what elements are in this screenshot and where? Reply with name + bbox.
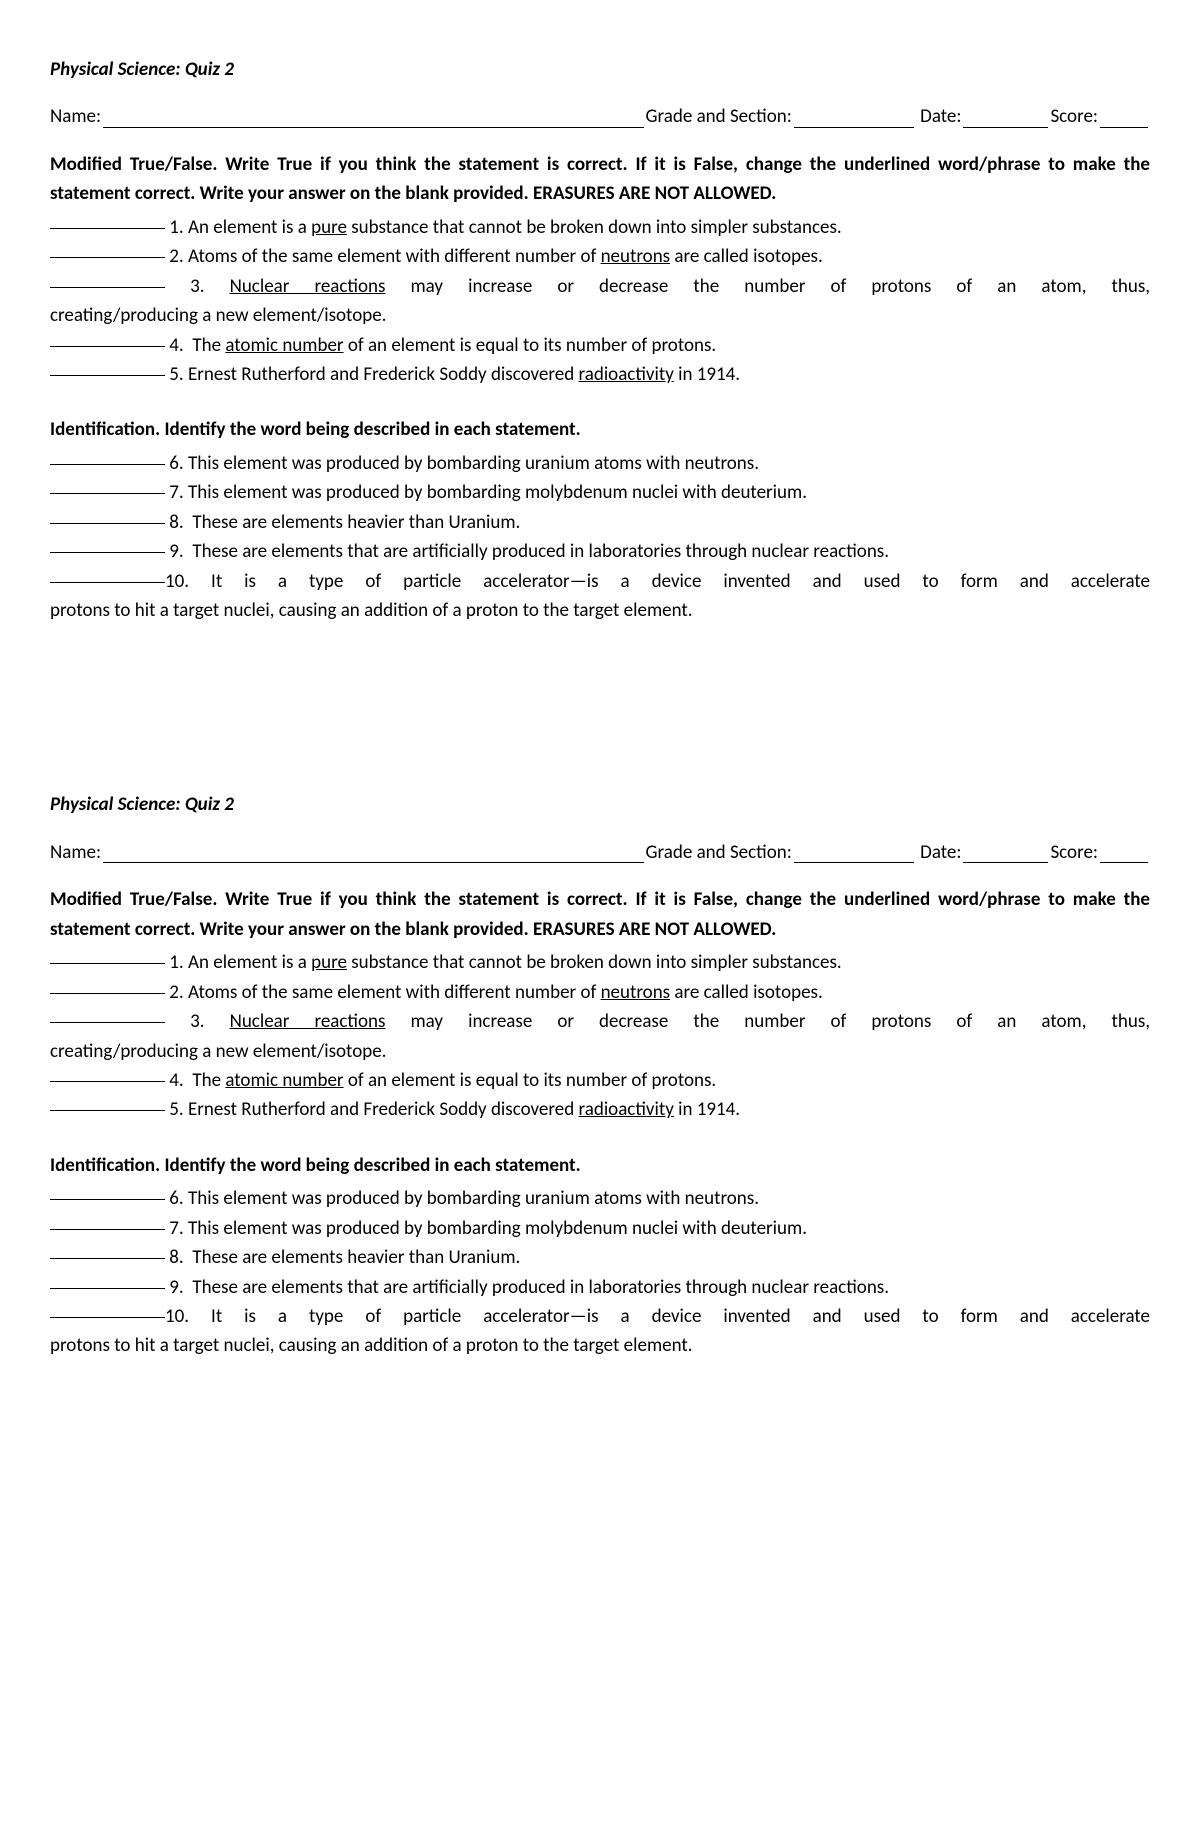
quiz-block-2: Physical Science: Quiz 2 Name: Grade and… — [50, 790, 1150, 1360]
question-10: 10. It is a type of particle accelerator… — [50, 1302, 1150, 1361]
answer-blank[interactable] — [50, 1258, 165, 1259]
question-3: 3. Nuclear reactions may increase or dec… — [50, 1007, 1150, 1066]
name-label: Name: — [50, 102, 101, 131]
id-heading: Identification. Identify the word being … — [50, 415, 1150, 444]
answer-blank[interactable] — [50, 582, 165, 583]
answer-blank[interactable] — [50, 963, 165, 964]
question-2: 2. Atoms of the same element with differ… — [50, 978, 1150, 1007]
header-fields: Name: Grade and Section: Date: Score: — [50, 102, 1150, 131]
tf-instructions: Modified True/False. Write True if you t… — [50, 150, 1150, 209]
question-7: 7. This element was produced by bombardi… — [50, 478, 1150, 507]
question-1: 1. An element is a pure substance that c… — [50, 948, 1150, 977]
answer-blank[interactable] — [50, 257, 165, 258]
grade-blank[interactable] — [794, 834, 914, 863]
question-9: 9. These are elements that are artificia… — [50, 537, 1150, 566]
score-blank[interactable] — [1100, 834, 1148, 863]
score-label: Score: — [1050, 838, 1098, 867]
question-3: 3. Nuclear reactions may increase or dec… — [50, 272, 1150, 331]
name-blank[interactable] — [103, 98, 643, 127]
question-5: 5. Ernest Rutherford and Frederick Soddy… — [50, 1095, 1150, 1124]
quiz-title: Physical Science: Quiz 2 — [50, 55, 1150, 84]
question-8: 8. These are elements heavier than Urani… — [50, 508, 1150, 537]
question-4: 4. The atomic number of an element is eq… — [50, 1066, 1150, 1095]
answer-blank[interactable] — [50, 552, 165, 553]
date-label: Date: — [920, 838, 961, 867]
answer-blank[interactable] — [50, 346, 165, 347]
question-6: 6. This element was produced by bombardi… — [50, 1184, 1150, 1213]
answer-blank[interactable] — [50, 1110, 165, 1111]
grade-blank[interactable] — [794, 98, 914, 127]
question-8: 8. These are elements heavier than Urani… — [50, 1243, 1150, 1272]
answer-blank[interactable] — [50, 1022, 165, 1023]
question-1: 1. An element is a pure substance that c… — [50, 213, 1150, 242]
date-blank[interactable] — [963, 834, 1048, 863]
answer-blank[interactable] — [50, 1288, 165, 1289]
score-blank[interactable] — [1100, 98, 1148, 127]
date-blank[interactable] — [963, 98, 1048, 127]
answer-blank[interactable] — [50, 493, 165, 494]
header-fields: Name: Grade and Section: Date: Score: — [50, 838, 1150, 867]
answer-blank[interactable] — [50, 523, 165, 524]
answer-blank[interactable] — [50, 1317, 165, 1318]
answer-blank[interactable] — [50, 375, 165, 376]
answer-blank[interactable] — [50, 1199, 165, 1200]
question-5: 5. Ernest Rutherford and Frederick Soddy… — [50, 360, 1150, 389]
tf-instructions: Modified True/False. Write True if you t… — [50, 885, 1150, 944]
question-10: 10. It is a type of particle accelerator… — [50, 567, 1150, 626]
answer-blank[interactable] — [50, 1229, 165, 1230]
answer-blank[interactable] — [50, 287, 165, 288]
name-blank[interactable] — [103, 834, 643, 863]
question-2: 2. Atoms of the same element with differ… — [50, 242, 1150, 271]
answer-blank[interactable] — [50, 1081, 165, 1082]
score-label: Score: — [1050, 102, 1098, 131]
answer-blank[interactable] — [50, 993, 165, 994]
answer-blank[interactable] — [50, 464, 165, 465]
grade-label: Grade and Section: — [646, 102, 792, 131]
question-9: 9. These are elements that are artificia… — [50, 1273, 1150, 1302]
question-7: 7. This element was produced by bombardi… — [50, 1214, 1150, 1243]
date-label: Date: — [920, 102, 961, 131]
grade-label: Grade and Section: — [646, 838, 792, 867]
quiz-block-1: Physical Science: Quiz 2 Name: Grade and… — [50, 55, 1150, 625]
answer-blank[interactable] — [50, 228, 165, 229]
id-heading: Identification. Identify the word being … — [50, 1151, 1150, 1180]
question-6: 6. This element was produced by bombardi… — [50, 449, 1150, 478]
name-label: Name: — [50, 838, 101, 867]
quiz-title: Physical Science: Quiz 2 — [50, 790, 1150, 819]
question-4: 4. The atomic number of an element is eq… — [50, 331, 1150, 360]
